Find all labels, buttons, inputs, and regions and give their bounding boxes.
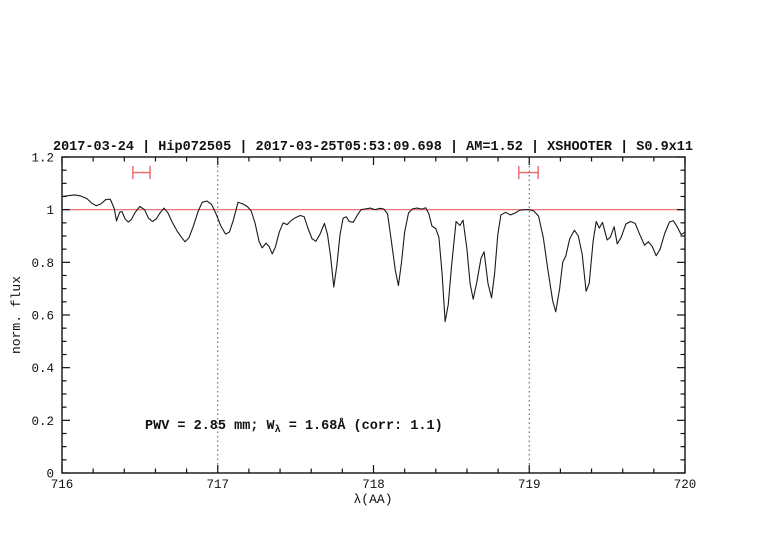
pwv-annotation-tail: = 1.68Å (corr: 1.1) bbox=[281, 418, 443, 434]
plot-frame bbox=[61, 156, 686, 474]
pwv-annotation-main: PWV = 2.85 mm; W bbox=[145, 419, 276, 434]
y-tick-label: 1.2 bbox=[31, 152, 54, 166]
x-tick-label: 720 bbox=[674, 478, 697, 492]
chart-title: 2017-03-24 | Hip072505 | 2017-03-25T05:5… bbox=[53, 140, 693, 155]
x-tick-label: 718 bbox=[362, 478, 385, 492]
x-tick-label: 719 bbox=[518, 478, 541, 492]
pwv-annotation: PWV = 2.85 mm; Wλ = 1.68Å (corr: 1.1) bbox=[145, 418, 443, 436]
y-tick-label: 0.2 bbox=[31, 415, 54, 429]
x-tick-label: 717 bbox=[206, 478, 229, 492]
generated-plot-layer: 716 717 718 719 720 0 0.2 0.4 0.6 0.8 1 1.2 bbox=[31, 152, 696, 493]
y-tick-label: 0.8 bbox=[31, 257, 54, 271]
x-axis-label: λ(AA) bbox=[353, 492, 392, 507]
y-tick-label: 1 bbox=[46, 204, 54, 218]
pwv-annotation-lambda-subscript: λ bbox=[275, 424, 281, 436]
y-axis-label: norm. flux bbox=[9, 276, 24, 354]
y-tick-label: 0 bbox=[46, 468, 54, 482]
y-tick-label: 0.6 bbox=[31, 310, 54, 324]
x-tick-label: 716 bbox=[51, 478, 74, 492]
y-tick-label: 0.4 bbox=[31, 362, 54, 376]
spectrum-line bbox=[61, 194, 686, 323]
